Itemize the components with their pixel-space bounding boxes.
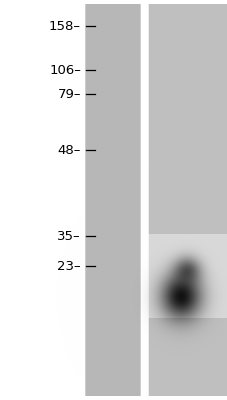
Text: 158–: 158– <box>49 20 81 32</box>
Text: 23–: 23– <box>57 260 81 272</box>
Text: 106–: 106– <box>49 64 81 76</box>
Text: 48–: 48– <box>57 144 81 156</box>
Text: 79–: 79– <box>57 88 81 100</box>
Text: 35–: 35– <box>57 230 81 242</box>
